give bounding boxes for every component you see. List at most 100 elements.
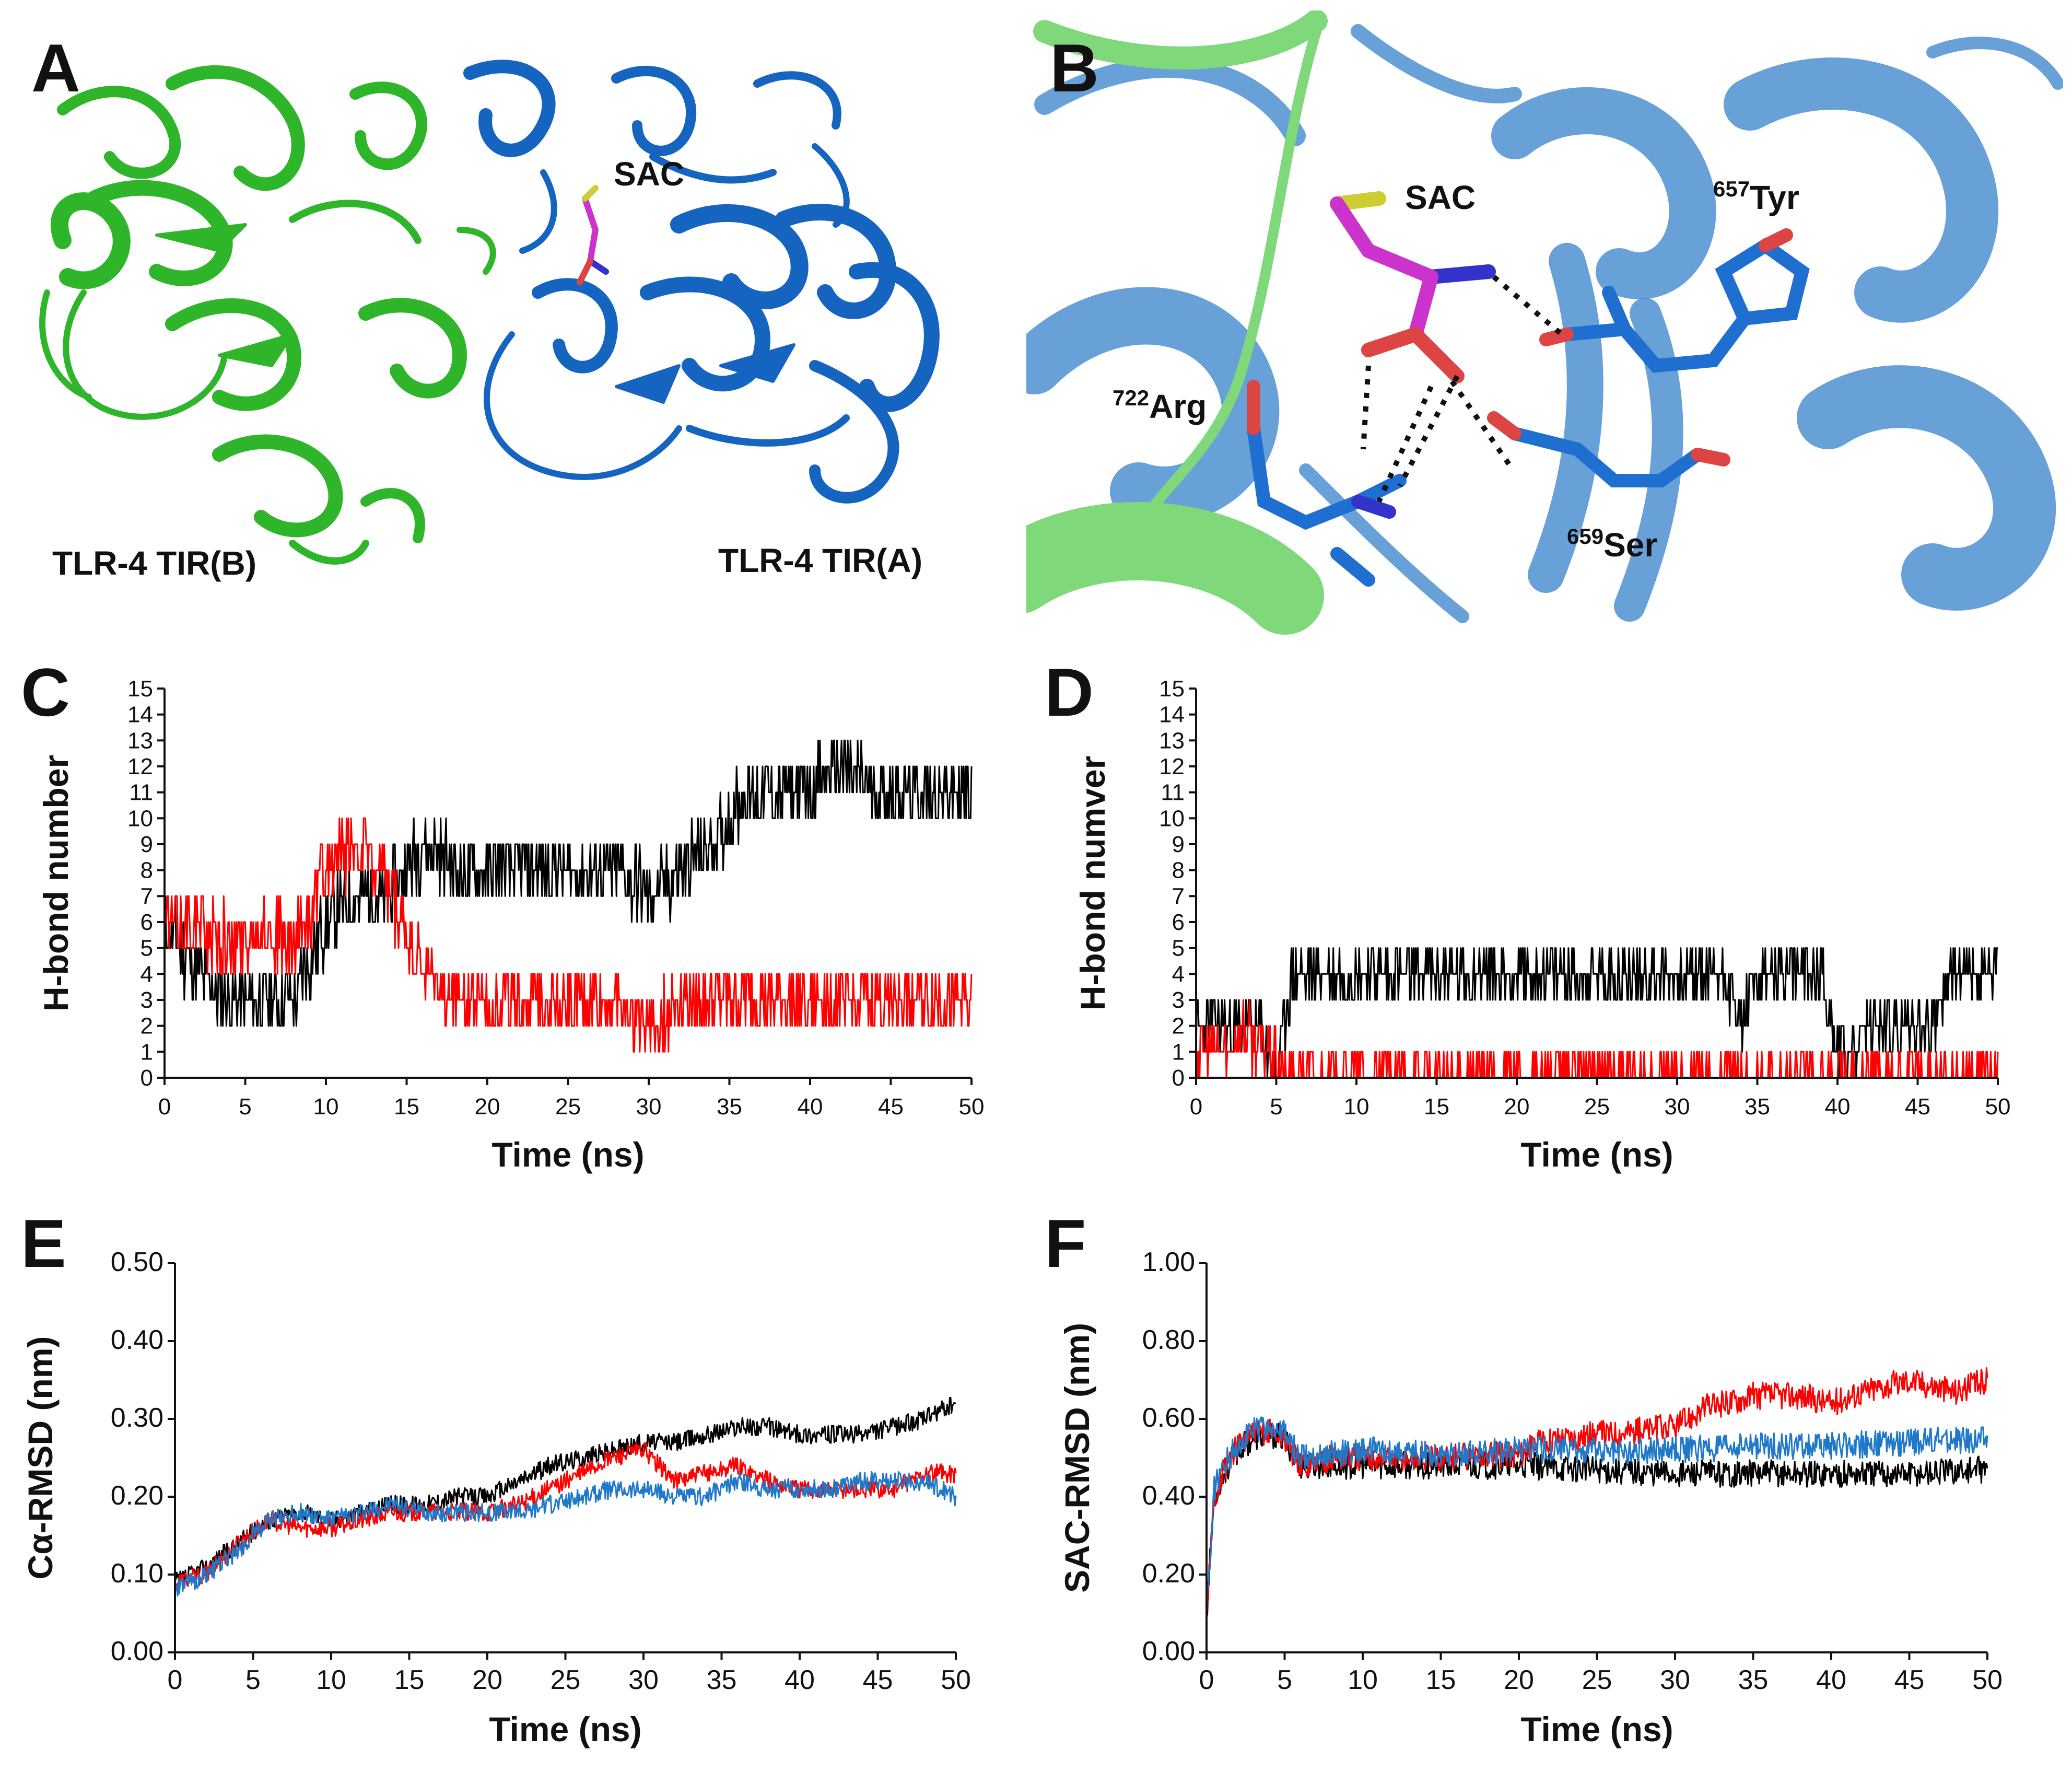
x-tick-label-9: 45: [1894, 1665, 1925, 1695]
y-tick-label-1: 0.10: [111, 1558, 163, 1589]
y-tick-label-8: 8: [141, 858, 153, 883]
series-1-trace: [165, 817, 973, 1053]
y-tick-label-3: 3: [1172, 987, 1185, 1013]
residue-label-ser: 659Ser: [1567, 524, 1657, 564]
y-tick-label-13: 13: [1159, 728, 1185, 753]
series-1-trace: [1205, 1367, 1988, 1618]
x-tick-label-6: 30: [1660, 1665, 1690, 1695]
y-tick-label-5: 5: [1172, 936, 1185, 961]
y-tick-label-5: 0.50: [111, 1247, 163, 1277]
x-tick-label-9: 45: [878, 1094, 904, 1120]
y-tick-label-4: 4: [1172, 961, 1185, 987]
x-tick-label-1: 5: [1277, 1665, 1292, 1695]
x-tick-label-10: 50: [1985, 1094, 2011, 1120]
y-tick-label-11: 11: [1161, 780, 1185, 806]
y-tick-label-1: 1: [1172, 1039, 1185, 1065]
series-2-trace: [174, 1471, 957, 1597]
panel-b-ligand-label: SAC: [1405, 179, 1476, 216]
series-0-trace: [1205, 1420, 1988, 1618]
y-tick-label-0: 0: [1172, 1065, 1185, 1091]
x-axis-title: Time (ns): [489, 1710, 641, 1749]
residue-tyr-name: Tyr: [1750, 179, 1799, 216]
x-tick-label-4: 20: [1504, 1094, 1530, 1120]
x-tick-label-6: 30: [628, 1665, 659, 1695]
x-tick-label-9: 45: [1905, 1094, 1930, 1120]
x-tick-label-4: 20: [1504, 1665, 1534, 1695]
residue-arg-number: 722: [1113, 386, 1149, 410]
x-tick-label-0: 0: [1199, 1665, 1214, 1695]
x-tick-label-3: 15: [1426, 1665, 1456, 1695]
x-tick-label-1: 5: [245, 1665, 261, 1695]
y-tick-label-9: 9: [1172, 832, 1185, 857]
residue-tyr-number: 657: [1713, 177, 1750, 201]
chart-c: 0 5 10 15 20 25 30 35 40 45 5001234567891011121314…: [37, 676, 984, 1174]
y-tick-label-2: 0.40: [1142, 1481, 1195, 1511]
x-tick-label-3: 15: [394, 1094, 419, 1120]
series-2-trace: [1205, 1416, 1988, 1617]
x-tick-label-0: 0: [168, 1665, 183, 1695]
y-tick-label-5: 1.00: [1142, 1247, 1195, 1277]
x-tick-label-5: 25: [555, 1094, 581, 1120]
x-tick-label-1: 5: [1270, 1094, 1282, 1120]
y-axis-title: H-bond numver: [1073, 756, 1112, 1011]
x-tick-label-8: 40: [1825, 1094, 1851, 1120]
y-tick-label-2: 0.20: [111, 1481, 163, 1511]
residue-ser-number: 659: [1567, 524, 1603, 549]
x-tick-label-7: 35: [707, 1665, 737, 1695]
y-tick-label-14: 14: [1159, 702, 1185, 728]
residue-sticks: [1247, 237, 1810, 587]
x-tick-label-5: 25: [551, 1665, 581, 1695]
y-tick-label-15: 15: [1159, 676, 1185, 702]
x-tick-label-7: 35: [1745, 1094, 1770, 1120]
y-tick-label-13: 13: [127, 728, 153, 753]
y-tick-label-6: 6: [1172, 910, 1185, 935]
y-tick-label-3: 3: [141, 987, 153, 1013]
y-tick-label-0: 0.00: [111, 1636, 163, 1667]
x-tick-label-4: 20: [472, 1665, 502, 1695]
x-tick-label-2: 10: [1344, 1094, 1369, 1120]
hydrogen-bonds: [1361, 275, 1564, 503]
panel-b-chain-b-ribbon: [1026, 10, 1328, 635]
residue-label-tyr: 657Tyr: [1713, 177, 1799, 216]
series-0-trace: [174, 1396, 956, 1583]
series-1-trace: [1195, 999, 1999, 1079]
y-tick-label-2: 2: [141, 1013, 153, 1039]
y-tick-label-4: 4: [141, 961, 153, 987]
y-tick-label-6: 6: [141, 910, 153, 935]
y-tick-label-9: 9: [141, 832, 153, 857]
y-tick-label-1: 1: [141, 1039, 153, 1065]
x-tick-label-3: 15: [394, 1665, 425, 1695]
chain-a-cartoon: [463, 60, 940, 504]
y-tick-label-5: 5: [141, 936, 153, 961]
panel-a: A SAC TLR-4 TIR(B) TLR-4 TIR(A): [31, 30, 940, 582]
y-axis-title: H-bond number: [37, 755, 75, 1011]
x-tick-label-8: 40: [798, 1094, 823, 1120]
x-tick-label-2: 10: [1348, 1665, 1378, 1695]
x-tick-label-6: 30: [1665, 1094, 1690, 1120]
panel-c-letter: C: [21, 654, 70, 730]
y-tick-label-3: 0.60: [1142, 1403, 1195, 1433]
y-tick-label-15: 15: [127, 676, 153, 702]
chain-b-cartoon: [39, 65, 496, 565]
x-tick-label-10: 50: [1972, 1665, 2003, 1695]
x-tick-label-8: 40: [1816, 1665, 1846, 1695]
y-tick-label-10: 10: [127, 806, 153, 831]
chain-b-label: TLR-4 TIR(B): [52, 544, 256, 582]
residue-arg-name: Arg: [1149, 388, 1207, 425]
y-tick-label-8: 8: [1172, 858, 1185, 883]
x-axis-title: Time (ns): [1520, 1135, 1673, 1174]
panel-d-letter: D: [1045, 654, 1094, 730]
y-tick-label-7: 7: [1172, 883, 1185, 909]
panel-a-ligand-label: SAC: [614, 155, 684, 193]
x-tick-label-9: 45: [863, 1665, 893, 1695]
series-0-trace: [1195, 947, 1998, 1079]
panel-f-letter: F: [1045, 1205, 1086, 1281]
y-tick-label-4: 0.80: [1142, 1325, 1195, 1355]
x-tick-label-2: 10: [316, 1665, 346, 1695]
y-axis-title: Cα-RMSD (nm): [21, 1336, 60, 1580]
x-tick-label-3: 15: [1424, 1094, 1449, 1120]
x-tick-label-5: 25: [1582, 1665, 1612, 1695]
panel-a-letter: A: [31, 30, 80, 106]
x-tick-label-2: 10: [313, 1094, 339, 1120]
